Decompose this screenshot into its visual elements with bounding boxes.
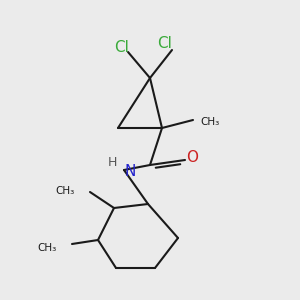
Text: CH₃: CH₃ — [38, 243, 57, 253]
Text: Cl: Cl — [115, 40, 129, 55]
Text: N: N — [124, 164, 136, 179]
Text: CH₃: CH₃ — [56, 186, 75, 196]
Text: Cl: Cl — [158, 37, 172, 52]
Text: H: H — [107, 157, 117, 169]
Text: CH₃: CH₃ — [200, 117, 219, 127]
Text: O: O — [186, 151, 198, 166]
